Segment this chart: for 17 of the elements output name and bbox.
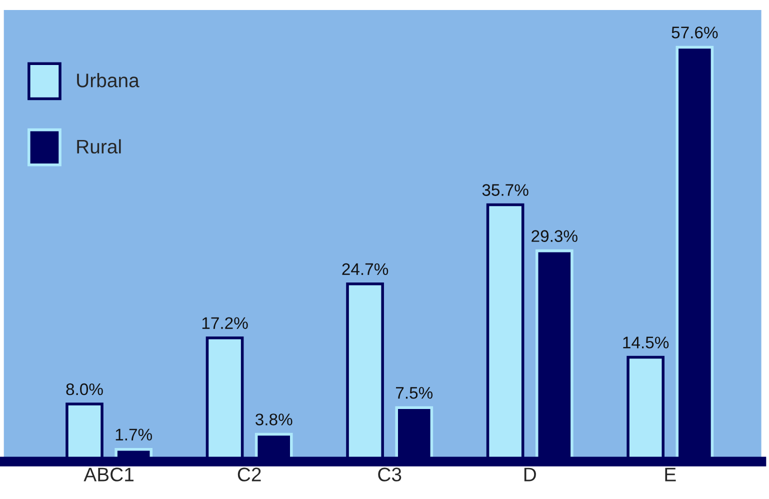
x-tick-label: C2	[238, 468, 261, 482]
data-label: 17.2%	[202, 317, 248, 329]
data-label: 14.5%	[623, 336, 669, 348]
data-label: 29.3%	[532, 230, 578, 242]
data-label: 3.8%	[256, 414, 292, 426]
x-tick-label: ABC1	[84, 468, 134, 482]
data-label: 24.7%	[342, 263, 388, 275]
x-tick-label: C3	[378, 468, 402, 482]
data-label: 1.7%	[116, 428, 152, 440]
data-label: 8.0%	[66, 383, 103, 396]
data-label: 7.5%	[396, 387, 433, 399]
x-tick-label: D	[524, 468, 536, 482]
data-label: 35.7%	[482, 184, 528, 196]
legend-label: Rural	[77, 139, 121, 154]
x-tick-label: E	[665, 468, 676, 482]
data-label: 57.6%	[672, 26, 718, 38]
legend-label: Urbana	[77, 73, 140, 88]
